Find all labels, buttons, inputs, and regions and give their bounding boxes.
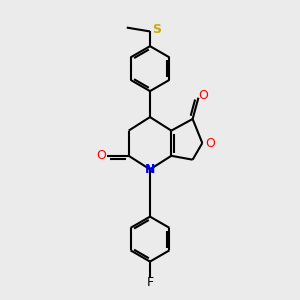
- Text: O: O: [199, 89, 208, 102]
- Text: O: O: [205, 136, 215, 149]
- Text: F: F: [146, 276, 154, 289]
- Text: S: S: [152, 23, 161, 36]
- Text: N: N: [145, 163, 155, 176]
- Text: O: O: [97, 148, 106, 161]
